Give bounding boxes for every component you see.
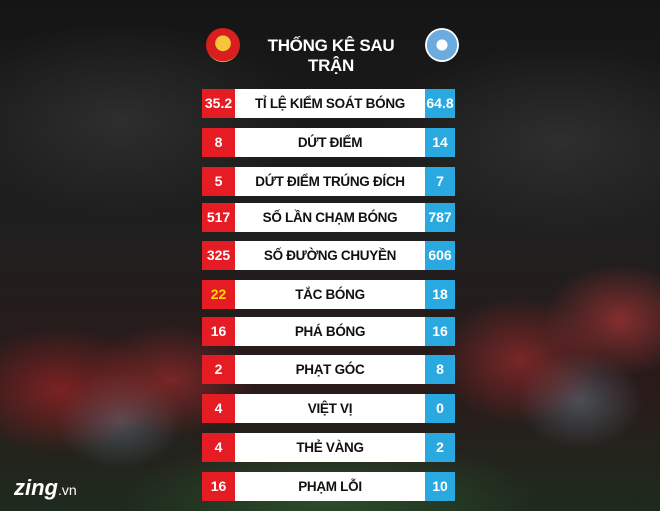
stat-label: VIỆT VỊ — [307, 401, 353, 416]
home-value: 16 — [202, 317, 235, 346]
home-value: 16 — [202, 472, 235, 501]
stat-row: 4 VIỆT VỊ 0 — [202, 394, 455, 423]
away-value: 18 — [425, 280, 455, 309]
home-value: 517 — [202, 203, 235, 232]
home-value: 5 — [202, 167, 235, 196]
stat-row: 2 PHẠT GÓC 8 — [202, 355, 455, 384]
away-value: 7 — [425, 167, 455, 196]
stat-row: 8 DỨT ĐIỂM 14 — [202, 128, 455, 157]
logo-brand: zing — [14, 475, 58, 500]
home-value: 2 — [202, 355, 235, 384]
stat-row: 35.2 TỈ LỆ KIỂM SOÁT BÓNG 64.8 — [202, 89, 455, 118]
stat-label: DỨT ĐIỂM TRÚNG ĐÍCH — [255, 174, 405, 189]
away-value: 10 — [425, 472, 455, 501]
away-value: 8 — [425, 355, 455, 384]
away-value: 16 — [425, 317, 455, 346]
away-value: 0 — [425, 394, 455, 423]
stat-label: TẮC BÓNG — [295, 287, 365, 302]
stat-label: SỐ ĐƯỜNG CHUYỀN — [263, 248, 397, 263]
logo-suffix: .vn — [58, 482, 77, 498]
home-value: 325 — [202, 241, 235, 270]
stat-label: PHẠM LỖI — [298, 479, 362, 494]
stat-row: 5 DỨT ĐIỂM TRÚNG ĐÍCH 7 — [202, 167, 455, 196]
stat-row: 4 THẺ VÀNG 2 — [202, 433, 455, 462]
away-value: 606 — [425, 241, 455, 270]
away-value: 14 — [425, 128, 455, 157]
away-value: 2 — [425, 433, 455, 462]
home-value: 35.2 — [202, 89, 235, 118]
manchester-city-crest-icon — [425, 28, 459, 62]
home-value: 8 — [202, 128, 235, 157]
stat-row: 325 SỐ ĐƯỜNG CHUYỀN 606 — [202, 241, 455, 270]
stat-label: PHẠT GÓC — [295, 362, 365, 377]
home-value: 4 — [202, 394, 235, 423]
stat-label: SỐ LẦN CHẠM BÓNG — [262, 210, 398, 225]
away-value: 787 — [425, 203, 455, 232]
stat-label: DỨT ĐIỂM — [297, 135, 363, 150]
home-value: 22 — [202, 280, 235, 309]
stat-label: THẺ VÀNG — [296, 440, 364, 455]
stat-row: 517 SỐ LẦN CHẠM BÓNG 787 — [202, 203, 455, 232]
stat-row: 16 PHÁ BÓNG 16 — [202, 317, 455, 346]
away-value: 64.8 — [425, 89, 455, 118]
zing-logo: zing.vn — [14, 475, 77, 503]
stat-label: TỈ LỆ KIỂM SOÁT BÓNG — [254, 96, 405, 111]
stat-label: PHÁ BÓNG — [294, 324, 366, 339]
page-title: THỐNG KÊ SAU TRẬN — [267, 36, 395, 75]
stat-row: 22 TẮC BÓNG 18 — [202, 280, 455, 309]
home-value: 4 — [202, 433, 235, 462]
manchester-united-crest-icon — [206, 28, 240, 62]
stat-row: 16 PHẠM LỖI 10 — [202, 472, 455, 501]
header: THỐNG KÊ SAU TRẬN — [200, 27, 462, 75]
